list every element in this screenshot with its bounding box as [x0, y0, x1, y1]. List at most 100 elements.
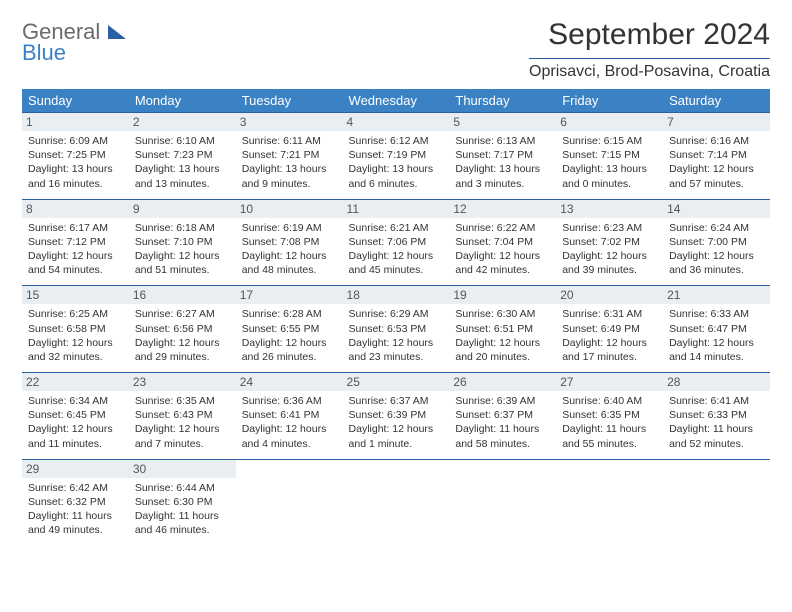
- day-number: 4: [343, 113, 450, 131]
- day-details: Sunrise: 6:39 AMSunset: 6:37 PMDaylight:…: [455, 394, 550, 451]
- day-details: Sunrise: 6:23 AMSunset: 7:02 PMDaylight:…: [562, 221, 657, 278]
- weekday-header: Wednesday: [343, 89, 450, 113]
- logo-sail-icon: [108, 25, 126, 39]
- weekday-header-row: SundayMondayTuesdayWednesdayThursdayFrid…: [22, 89, 770, 113]
- calendar-day-cell: 6 Sunrise: 6:15 AMSunset: 7:15 PMDaylight…: [556, 113, 663, 200]
- calendar-day-cell: 3Sunrise: 6:11 AMSunset: 7:21 PMDaylight…: [236, 113, 343, 200]
- day-number: 20: [556, 286, 663, 304]
- day-number: 16: [129, 286, 236, 304]
- calendar-week-row: 8 Sunrise: 6:17 AMSunset: 7:12 PMDaylight…: [22, 199, 770, 286]
- calendar-day-cell: 16 Sunrise: 6:27 AMSunset: 6:56 PMDayligh…: [129, 286, 236, 373]
- day-number: 14: [663, 200, 770, 218]
- calendar-day-cell: 2 Sunrise: 6:10 AMSunset: 7:23 PMDaylight…: [129, 113, 236, 200]
- day-details: Sunrise: 6:44 AMSunset: 6:30 PMDaylight:…: [135, 481, 230, 538]
- calendar-day-cell: 9 Sunrise: 6:18 AMSunset: 7:10 PMDaylight…: [129, 199, 236, 286]
- calendar-day-cell: 20 Sunrise: 6:31 AMSunset: 6:49 PMDayligh…: [556, 286, 663, 373]
- day-number: 29: [22, 460, 129, 478]
- day-details: Sunrise: 6:17 AMSunset: 7:12 PMDaylight:…: [28, 221, 123, 278]
- calendar-day-cell: [556, 459, 663, 545]
- day-number: 24: [236, 373, 343, 391]
- day-details: Sunrise: 6:28 AMSunset: 6:55 PMDaylight:…: [242, 307, 337, 364]
- calendar-day-cell: 7 Sunrise: 6:16 AMSunset: 7:14 PMDaylight…: [663, 113, 770, 200]
- day-details: Sunrise: 6:16 AMSunset: 7:14 PMDaylight:…: [669, 134, 764, 191]
- calendar-day-cell: 11 Sunrise: 6:21 AMSunset: 7:06 PMDayligh…: [343, 199, 450, 286]
- calendar-day-cell: 30 Sunrise: 6:44 AMSunset: 6:30 PMDayligh…: [129, 459, 236, 545]
- logo-line2: Blue: [22, 40, 66, 65]
- day-details: Sunrise: 6:27 AMSunset: 6:56 PMDaylight:…: [135, 307, 230, 364]
- calendar-day-cell: [663, 459, 770, 545]
- day-number: 8: [22, 200, 129, 218]
- calendar-body: 1 Sunrise: 6:09 AMSunset: 7:25 PMDaylight…: [22, 113, 770, 546]
- calendar-week-row: 1 Sunrise: 6:09 AMSunset: 7:25 PMDaylight…: [22, 113, 770, 200]
- calendar-day-cell: [236, 459, 343, 545]
- calendar-day-cell: 8 Sunrise: 6:17 AMSunset: 7:12 PMDaylight…: [22, 199, 129, 286]
- weekday-header: Thursday: [449, 89, 556, 113]
- day-number: 7: [663, 113, 770, 131]
- day-number: 6: [556, 113, 663, 131]
- day-number: 12: [449, 200, 556, 218]
- day-number: 25: [343, 373, 450, 391]
- day-details: Sunrise: 6:40 AMSunset: 6:35 PMDaylight:…: [562, 394, 657, 451]
- day-details: Sunrise: 6:22 AMSunset: 7:04 PMDaylight:…: [455, 221, 550, 278]
- calendar-week-row: 29 Sunrise: 6:42 AMSunset: 6:32 PMDayligh…: [22, 459, 770, 545]
- day-number: 28: [663, 373, 770, 391]
- calendar-day-cell: 27 Sunrise: 6:40 AMSunset: 6:35 PMDayligh…: [556, 373, 663, 460]
- calendar-day-cell: 17 Sunrise: 6:28 AMSunset: 6:55 PMDayligh…: [236, 286, 343, 373]
- day-number: 2: [129, 113, 236, 131]
- weekday-header: Sunday: [22, 89, 129, 113]
- day-details: Sunrise: 6:37 AMSunset: 6:39 PMDaylight:…: [349, 394, 444, 451]
- day-details: Sunrise: 6:42 AMSunset: 6:32 PMDaylight:…: [28, 481, 123, 538]
- day-details: Sunrise: 6:13 AMSunset: 7:17 PMDaylight:…: [455, 134, 550, 191]
- day-number: 22: [22, 373, 129, 391]
- calendar-table: SundayMondayTuesdayWednesdayThursdayFrid…: [22, 89, 770, 545]
- day-details: Sunrise: 6:41 AMSunset: 6:33 PMDaylight:…: [669, 394, 764, 451]
- day-number: 1: [22, 113, 129, 131]
- logo: General Blue: [22, 18, 126, 64]
- calendar-day-cell: 18Sunrise: 6:29 AMSunset: 6:53 PMDayligh…: [343, 286, 450, 373]
- day-details: Sunrise: 6:09 AMSunset: 7:25 PMDaylight:…: [28, 134, 123, 191]
- day-number: 9: [129, 200, 236, 218]
- calendar-day-cell: 22 Sunrise: 6:34 AMSunset: 6:45 PMDayligh…: [22, 373, 129, 460]
- calendar-day-cell: 29 Sunrise: 6:42 AMSunset: 6:32 PMDayligh…: [22, 459, 129, 545]
- day-number: 13: [556, 200, 663, 218]
- day-details: Sunrise: 6:29 AMSunset: 6:53 PMDaylight:…: [349, 307, 444, 364]
- calendar-day-cell: 19 Sunrise: 6:30 AMSunset: 6:51 PMDayligh…: [449, 286, 556, 373]
- logo-text: General Blue: [22, 22, 126, 64]
- calendar-day-cell: 23Sunrise: 6:35 AMSunset: 6:43 PMDayligh…: [129, 373, 236, 460]
- calendar-week-row: 22 Sunrise: 6:34 AMSunset: 6:45 PMDayligh…: [22, 373, 770, 460]
- calendar-day-cell: 14 Sunrise: 6:24 AMSunset: 7:00 PMDayligh…: [663, 199, 770, 286]
- day-details: Sunrise: 6:12 AMSunset: 7:19 PMDaylight:…: [349, 134, 444, 191]
- day-details: Sunrise: 6:30 AMSunset: 6:51 PMDaylight:…: [455, 307, 550, 364]
- day-number: 10: [236, 200, 343, 218]
- weekday-header: Monday: [129, 89, 236, 113]
- calendar-day-cell: 12 Sunrise: 6:22 AMSunset: 7:04 PMDayligh…: [449, 199, 556, 286]
- day-details: Sunrise: 6:11 AMSunset: 7:21 PMDaylight:…: [242, 134, 337, 191]
- day-details: Sunrise: 6:21 AMSunset: 7:06 PMDaylight:…: [349, 221, 444, 278]
- day-details: Sunrise: 6:10 AMSunset: 7:23 PMDaylight:…: [135, 134, 230, 191]
- calendar-day-cell: 13 Sunrise: 6:23 AMSunset: 7:02 PMDayligh…: [556, 199, 663, 286]
- day-number: 17: [236, 286, 343, 304]
- calendar-day-cell: 24Sunrise: 6:36 AMSunset: 6:41 PMDayligh…: [236, 373, 343, 460]
- day-details: Sunrise: 6:34 AMSunset: 6:45 PMDaylight:…: [28, 394, 123, 451]
- weekday-header: Saturday: [663, 89, 770, 113]
- day-number: 27: [556, 373, 663, 391]
- day-number: 21: [663, 286, 770, 304]
- day-details: Sunrise: 6:18 AMSunset: 7:10 PMDaylight:…: [135, 221, 230, 278]
- day-number: 5: [449, 113, 556, 131]
- weekday-header: Friday: [556, 89, 663, 113]
- day-number: 11: [343, 200, 450, 218]
- day-details: Sunrise: 6:25 AMSunset: 6:58 PMDaylight:…: [28, 307, 123, 364]
- calendar-day-cell: 21Sunrise: 6:33 AMSunset: 6:47 PMDayligh…: [663, 286, 770, 373]
- day-number: 23: [129, 373, 236, 391]
- day-details: Sunrise: 6:24 AMSunset: 7:00 PMDaylight:…: [669, 221, 764, 278]
- calendar-day-cell: [449, 459, 556, 545]
- page-title: September 2024: [529, 18, 770, 52]
- calendar-week-row: 15Sunrise: 6:25 AMSunset: 6:58 PMDayligh…: [22, 286, 770, 373]
- day-number: 30: [129, 460, 236, 478]
- header: General Blue September 2024 Oprisavci, B…: [22, 18, 770, 81]
- day-details: Sunrise: 6:31 AMSunset: 6:49 PMDaylight:…: [562, 307, 657, 364]
- day-number: 19: [449, 286, 556, 304]
- day-details: Sunrise: 6:15 AMSunset: 7:15 PMDaylight:…: [562, 134, 657, 191]
- calendar-day-cell: 26Sunrise: 6:39 AMSunset: 6:37 PMDayligh…: [449, 373, 556, 460]
- calendar-day-cell: 10Sunrise: 6:19 AMSunset: 7:08 PMDayligh…: [236, 199, 343, 286]
